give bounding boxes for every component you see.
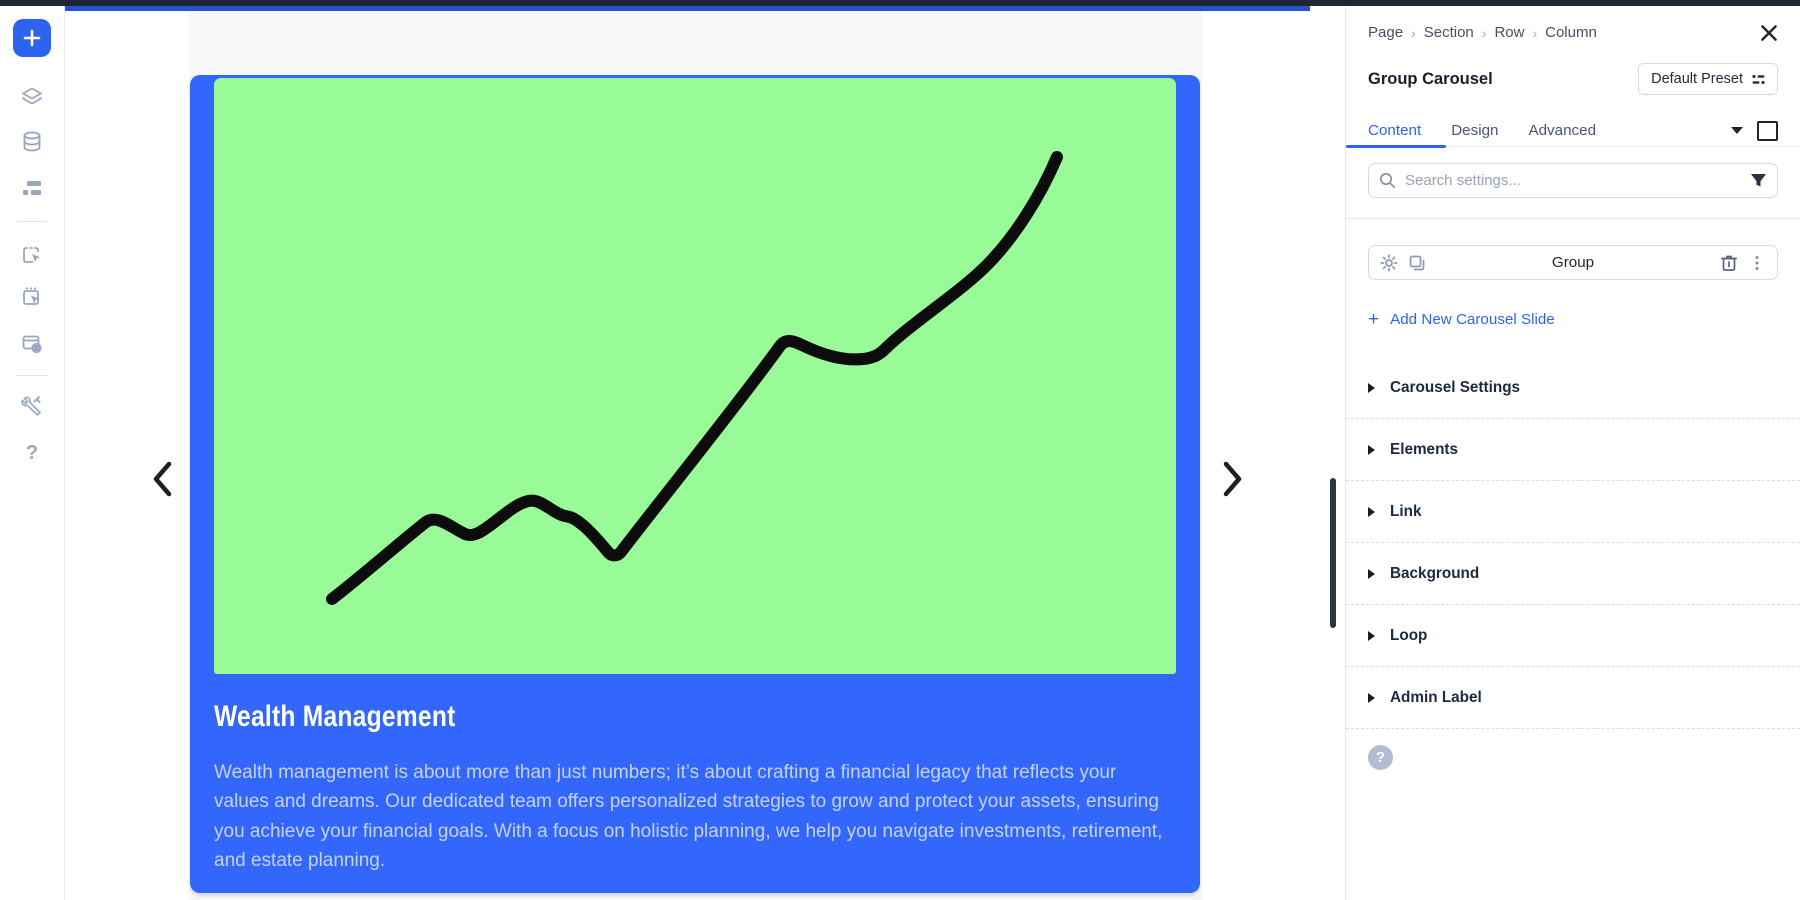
hand-drawn-growth-line [326,151,1063,605]
carousel-prev-button[interactable] [149,459,175,499]
settings-tabs: Content Design Advanced [1346,115,1800,148]
triangle-right-icon [1368,382,1375,393]
panel-divider [1346,218,1800,219]
breadcrumb-page[interactable]: Page [1368,24,1404,41]
layers-button[interactable] [19,83,45,109]
window-top-strip [0,0,1800,6]
chevron-right-icon [1223,461,1242,497]
settings-panel: Page › Section › Row › Column Group Caro… [1345,6,1800,900]
slide-chart-image[interactable] [214,78,1176,674]
close-panel-button[interactable] [1758,22,1780,44]
preset-sliders-icon [1752,74,1765,84]
active-tab-indicator [1346,145,1446,148]
selected-section-indicator [65,6,1310,11]
chevron-sep-icon: › [1532,24,1538,41]
section-background[interactable]: Background [1346,543,1800,605]
search-settings-input[interactable] [1368,163,1778,198]
chart-path [326,151,1063,605]
search-icon [1379,172,1396,189]
group-more-button[interactable] [1748,254,1766,272]
slide-description: Wealth management is about more than jus… [214,762,1163,871]
preset-button-label: Default Preset [1651,71,1743,87]
group-item-label: Group [1551,254,1595,271]
section-admin-label[interactable]: Admin Label [1346,667,1800,729]
plus-icon: + [1368,309,1380,330]
builder-canvas: Wealth Management Wealth management is a… [65,6,1345,900]
select-element-button[interactable] [19,242,45,268]
section-loop[interactable]: Loop [1346,605,1800,667]
preview-window-icon [22,335,42,354]
plus-icon [23,29,41,47]
tab-advanced[interactable]: Advanced [1528,122,1597,139]
triangle-right-icon [1368,630,1375,641]
page-section-background[interactable]: Wealth Management Wealth management is a… [189,11,1202,900]
default-preset-button[interactable]: Default Preset [1638,63,1778,95]
group-duplicate-button[interactable] [1408,254,1426,272]
section-link[interactable]: Link [1346,481,1800,543]
select-mode-icon [23,287,39,305]
add-new-carousel-slide-button[interactable]: + Add New Carousel Slide [1368,310,1555,329]
section-label: Admin Label [1390,688,1482,706]
select-mode-button[interactable] [19,284,45,310]
database-icon [23,131,41,152]
carousel-next-button[interactable] [1220,459,1246,499]
panel-help-button[interactable]: ? [1368,745,1393,770]
data-button[interactable] [19,129,45,155]
gear-icon [1380,253,1398,272]
breadcrumb-row[interactable]: Row [1494,24,1525,41]
group-delete-button[interactable] [1720,254,1738,272]
copy-icon [1409,255,1425,270]
builder-sidebar: ? [0,6,65,900]
settings-sections: Carousel Settings Elements Link Backgrou… [1346,357,1800,729]
question-mark-icon: ? [25,441,39,464]
question-mark-icon: ? [1375,749,1386,766]
kebab-menu-icon [1755,255,1759,270]
section-carousel-settings[interactable]: Carousel Settings [1346,357,1800,419]
carousel-slide-group-row[interactable]: Group [1368,245,1778,280]
section-label: Elements [1390,440,1459,458]
section-label: Carousel Settings [1390,378,1521,396]
breadcrumb: Page › Section › Row › Column [1368,24,1778,41]
tools-icon [21,396,42,417]
sidebar-divider [17,375,47,376]
slide-title: Wealth Management [214,700,456,733]
section-elements[interactable]: Elements [1346,419,1800,481]
section-label: Loop [1390,626,1428,644]
chevron-left-icon [153,461,172,497]
triangle-right-icon [1368,692,1375,703]
help-button-sidebar[interactable]: ? [19,440,45,466]
layers-icon [22,87,42,105]
chevron-sep-icon: › [1411,24,1416,41]
structure-blocks-icon [23,181,41,195]
close-icon [1761,25,1777,41]
sidebar-divider [17,221,47,222]
select-element-icon [23,247,40,263]
carousel-slide-card[interactable]: Wealth Management Wealth management is a… [190,75,1200,893]
section-label: Link [1390,502,1422,520]
triangle-right-icon [1368,506,1375,517]
canvas-scrollbar-thumb[interactable] [1330,478,1336,628]
triangle-right-icon [1368,568,1375,579]
preview-button[interactable] [19,331,45,357]
tab-content[interactable]: Content [1368,122,1422,139]
add-element-button[interactable] [13,19,51,57]
breadcrumb-column[interactable]: Column [1545,24,1597,41]
section-label: Background [1390,564,1480,582]
tools-button[interactable] [19,392,45,418]
funnel-icon [1751,174,1766,187]
add-new-label: Add New Carousel Slide [1390,311,1555,328]
group-settings-button[interactable] [1380,253,1398,272]
tab-design[interactable]: Design [1451,122,1499,139]
element-title: Group Carousel [1368,69,1493,88]
chevron-down-icon[interactable] [1731,127,1743,134]
trash-icon [1720,255,1738,271]
breadcrumb-section[interactable]: Section [1423,24,1474,41]
triangle-right-icon [1368,444,1375,455]
filter-settings-button[interactable] [1750,172,1767,189]
chevron-sep-icon: › [1481,24,1487,41]
structure-button[interactable] [19,176,45,202]
breakpoint-frame-icon[interactable] [1757,120,1778,141]
